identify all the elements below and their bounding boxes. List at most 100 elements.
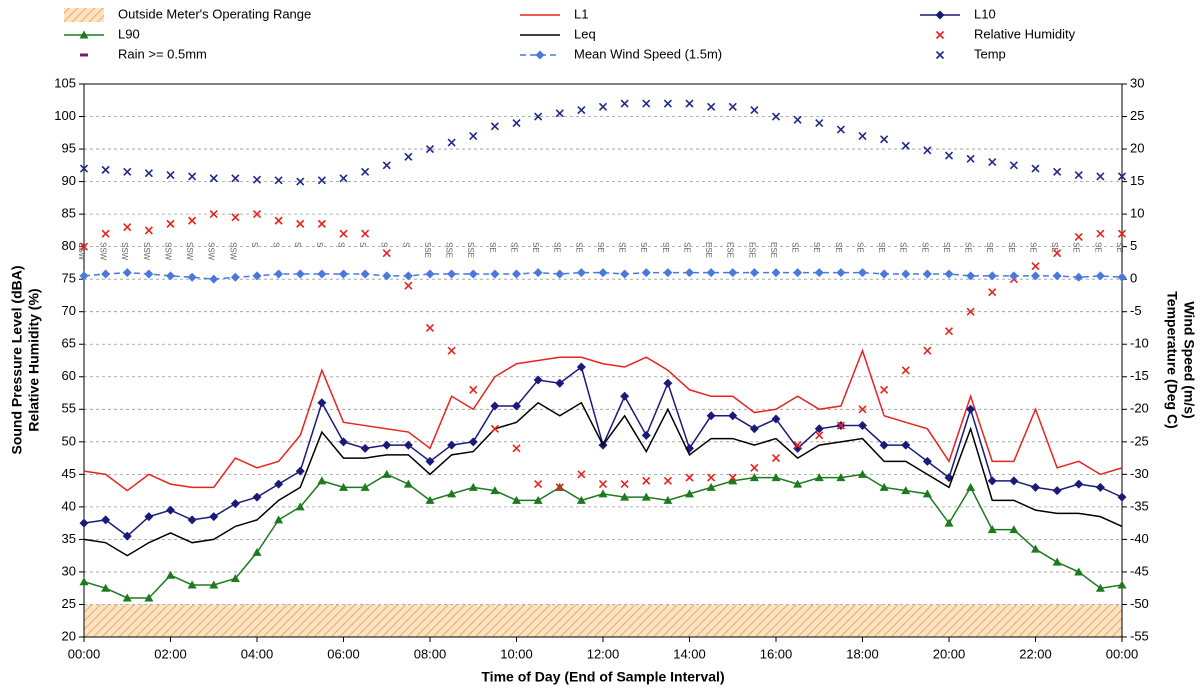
marker <box>1031 544 1040 553</box>
marker <box>598 102 608 111</box>
marker <box>295 466 305 476</box>
marker <box>209 274 219 284</box>
marker <box>966 482 976 491</box>
marker <box>685 489 694 498</box>
y2-tick-label: -45 <box>1130 563 1149 578</box>
marker <box>879 440 889 450</box>
marker <box>425 456 435 466</box>
y2-tick-label: -20 <box>1130 401 1149 416</box>
wind-direction: ESE <box>726 242 735 258</box>
wind-direction: S <box>315 242 324 247</box>
y2-tick-label: -40 <box>1130 531 1149 546</box>
wind-direction: SE <box>812 242 821 253</box>
marker <box>620 99 629 108</box>
series-line <box>83 401 1123 557</box>
marker <box>1009 476 1019 486</box>
wind-direction: SE <box>1028 242 1037 253</box>
marker <box>295 269 305 279</box>
marker <box>79 164 89 173</box>
marker <box>447 440 457 450</box>
marker <box>469 385 478 394</box>
marker <box>555 378 565 388</box>
marker <box>339 174 348 183</box>
marker <box>577 470 586 479</box>
legend-label: Temp <box>974 46 1006 61</box>
wind-direction: SSW <box>163 242 172 261</box>
marker <box>533 375 543 385</box>
wind-direction: ESE <box>704 242 713 258</box>
wind-direction: SE <box>1115 242 1124 253</box>
marker <box>230 573 240 582</box>
marker <box>728 473 737 482</box>
legend-marker <box>935 30 945 40</box>
marker <box>123 167 132 176</box>
y-tick-label: 45 <box>62 466 76 481</box>
legend-marker <box>79 30 89 39</box>
marker <box>187 580 197 589</box>
marker <box>382 271 392 281</box>
marker <box>166 570 175 579</box>
wind-direction: SE <box>985 242 994 253</box>
marker <box>274 269 284 279</box>
marker <box>988 158 997 167</box>
wind-direction: SE <box>964 242 973 253</box>
marker <box>598 268 608 278</box>
marker <box>641 430 651 440</box>
wind-direction: SSE <box>445 242 454 258</box>
series-line <box>83 348 1123 492</box>
marker <box>209 512 219 522</box>
marker <box>685 473 694 482</box>
marker <box>1031 271 1040 281</box>
marker <box>706 482 716 491</box>
y-tick-label: 20 <box>62 628 76 643</box>
marker <box>1052 271 1062 281</box>
marker <box>987 476 997 486</box>
marker <box>187 272 197 282</box>
marker <box>858 131 867 141</box>
marker <box>209 580 219 589</box>
wind-direction: SE <box>877 242 886 253</box>
marker <box>382 161 391 170</box>
marker <box>620 492 630 501</box>
marker <box>815 118 824 128</box>
marker <box>230 272 240 282</box>
marker <box>533 268 543 278</box>
marker <box>404 281 413 290</box>
marker <box>144 226 153 235</box>
marker <box>468 482 478 491</box>
marker <box>663 378 673 388</box>
marker <box>1074 171 1083 180</box>
marker <box>1117 580 1127 589</box>
legend-label: L10 <box>974 6 996 21</box>
y-tick-label: 55 <box>62 401 76 416</box>
y2-tick-label: 10 <box>1130 206 1144 221</box>
marker <box>79 271 89 281</box>
wind-direction: SE <box>574 242 583 253</box>
marker <box>339 437 348 447</box>
marker <box>641 268 651 278</box>
wind-direction: S <box>336 242 345 247</box>
marker <box>339 482 348 491</box>
y-tick-label: 90 <box>62 173 76 188</box>
marker <box>144 512 154 522</box>
y2-tick-label: 5 <box>1130 238 1137 253</box>
marker <box>641 492 651 501</box>
wind-direction: SE <box>942 242 951 253</box>
x-axis-label: Time of Day (End of Sample Interval) <box>481 669 724 685</box>
marker <box>101 515 111 525</box>
marker <box>793 115 802 124</box>
legend-label: Outside Meter's Operating Range <box>118 6 311 21</box>
marker <box>144 169 153 178</box>
y2-axis-label: Wind Speed (m/s) <box>1181 301 1197 418</box>
marker <box>663 268 673 278</box>
marker <box>642 99 651 108</box>
marker <box>252 271 262 281</box>
marker <box>922 456 932 466</box>
marker <box>706 268 716 278</box>
marker <box>425 269 435 279</box>
wind-direction: SE <box>682 242 691 253</box>
marker <box>901 486 911 495</box>
marker <box>1031 482 1040 492</box>
y2-tick-label: -15 <box>1130 368 1149 383</box>
